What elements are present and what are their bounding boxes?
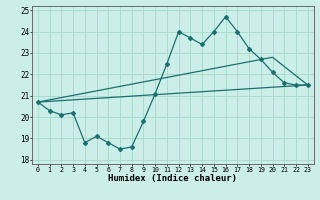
- X-axis label: Humidex (Indice chaleur): Humidex (Indice chaleur): [108, 174, 237, 183]
